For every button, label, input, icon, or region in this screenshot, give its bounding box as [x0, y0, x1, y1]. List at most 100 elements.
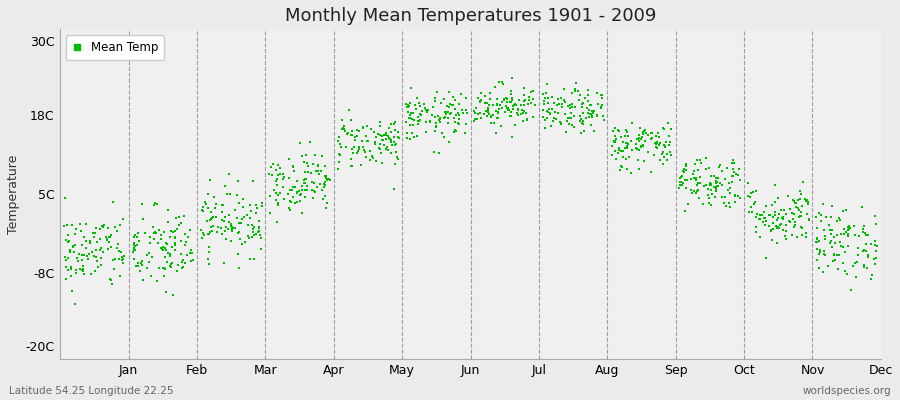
Point — [614, 163, 628, 169]
Point — [406, 110, 420, 116]
Point — [231, 251, 246, 257]
Point — [742, 194, 757, 200]
Point — [467, 108, 482, 114]
Point — [116, 256, 130, 262]
Point — [841, 233, 855, 239]
Point — [156, 244, 170, 251]
Point — [783, 206, 797, 212]
Point — [630, 157, 644, 163]
Point — [762, 212, 777, 218]
Point — [386, 186, 400, 192]
Point — [331, 159, 346, 165]
Point — [718, 203, 733, 209]
Point — [708, 178, 723, 185]
Point — [526, 96, 540, 102]
Point — [618, 156, 633, 162]
Point — [478, 100, 492, 106]
Point — [383, 150, 398, 156]
Point — [287, 168, 302, 174]
Point — [486, 112, 500, 118]
Point — [273, 164, 287, 171]
Point — [94, 244, 109, 251]
Point — [438, 108, 453, 115]
Point — [209, 214, 223, 220]
Point — [154, 245, 168, 251]
Point — [371, 131, 385, 138]
Point — [704, 187, 718, 194]
Point — [421, 106, 436, 113]
Point — [629, 146, 643, 152]
Point — [156, 265, 170, 271]
Point — [72, 251, 86, 258]
Point — [306, 161, 320, 167]
Point — [165, 244, 179, 250]
Point — [848, 259, 862, 266]
Point — [68, 266, 83, 273]
Point — [159, 247, 174, 254]
Point — [821, 262, 835, 269]
Point — [502, 113, 517, 120]
Point — [284, 199, 298, 206]
Point — [788, 198, 802, 204]
Point — [374, 132, 389, 139]
Point — [158, 240, 173, 246]
Point — [776, 214, 790, 221]
Point — [68, 225, 83, 232]
Point — [387, 139, 401, 145]
Point — [336, 126, 350, 132]
Point — [650, 140, 664, 146]
Point — [271, 172, 285, 178]
Point — [388, 127, 402, 134]
Point — [590, 113, 605, 120]
Point — [608, 137, 622, 144]
Point — [644, 130, 659, 136]
Point — [765, 214, 779, 221]
Point — [80, 256, 94, 262]
Point — [410, 132, 424, 139]
Point — [610, 127, 625, 133]
Point — [352, 128, 366, 134]
Point — [203, 224, 218, 230]
Point — [724, 160, 739, 166]
Point — [349, 126, 364, 133]
Point — [310, 162, 325, 168]
Point — [693, 174, 707, 180]
Point — [263, 193, 277, 199]
Y-axis label: Temperature: Temperature — [7, 154, 20, 234]
Point — [76, 234, 91, 241]
Point — [174, 251, 188, 258]
Point — [656, 160, 670, 167]
Point — [222, 191, 237, 198]
Point — [652, 142, 666, 148]
Point — [636, 142, 651, 148]
Point — [100, 246, 114, 252]
Point — [765, 220, 779, 226]
Point — [659, 139, 673, 146]
Point — [746, 188, 760, 195]
Point — [664, 126, 679, 132]
Point — [141, 259, 156, 265]
Point — [632, 147, 646, 153]
Point — [217, 183, 231, 190]
Point — [231, 178, 246, 184]
Point — [335, 117, 349, 124]
Point — [757, 215, 771, 221]
Point — [491, 114, 506, 121]
Point — [128, 232, 142, 238]
Point — [308, 189, 322, 196]
Point — [407, 134, 421, 140]
Point — [696, 201, 710, 207]
Point — [511, 112, 526, 118]
Point — [320, 200, 334, 206]
Point — [654, 151, 669, 157]
Point — [555, 101, 570, 107]
Point — [759, 255, 773, 262]
Point — [127, 245, 141, 251]
Point — [184, 258, 198, 264]
Point — [722, 200, 736, 206]
Point — [383, 129, 398, 135]
Point — [433, 115, 447, 122]
Point — [799, 198, 814, 204]
Point — [516, 118, 530, 124]
Point — [521, 100, 535, 107]
